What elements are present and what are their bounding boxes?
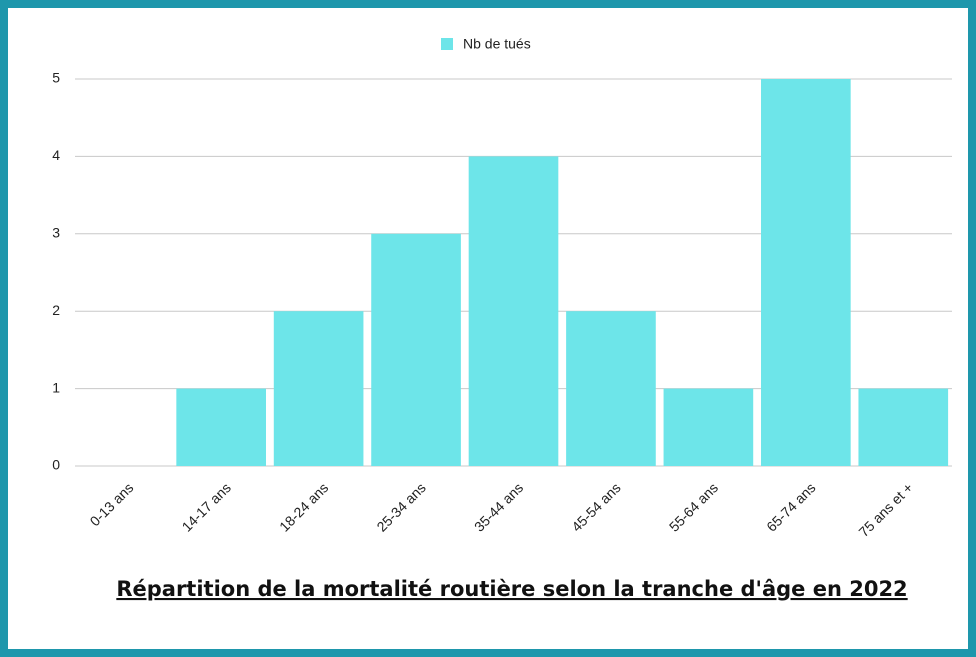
y-tick-label: 4 [52,147,60,163]
legend-swatch [441,38,453,50]
y-tick-label: 1 [52,379,60,395]
legend-label: Nb de tués [463,36,531,52]
y-tick-label: 3 [52,225,60,241]
y-tick-label: 2 [52,302,60,318]
bar [176,388,266,466]
bar [761,79,851,466]
bar [858,388,949,466]
chart-title: Répartition de la mortalité routière sel… [116,577,907,601]
bar [566,311,656,466]
y-tick-label: 5 [52,70,60,86]
bar [663,388,754,466]
bar [273,311,364,466]
bar [371,233,461,466]
y-tick-label: 0 [52,457,60,473]
bar [468,156,559,466]
